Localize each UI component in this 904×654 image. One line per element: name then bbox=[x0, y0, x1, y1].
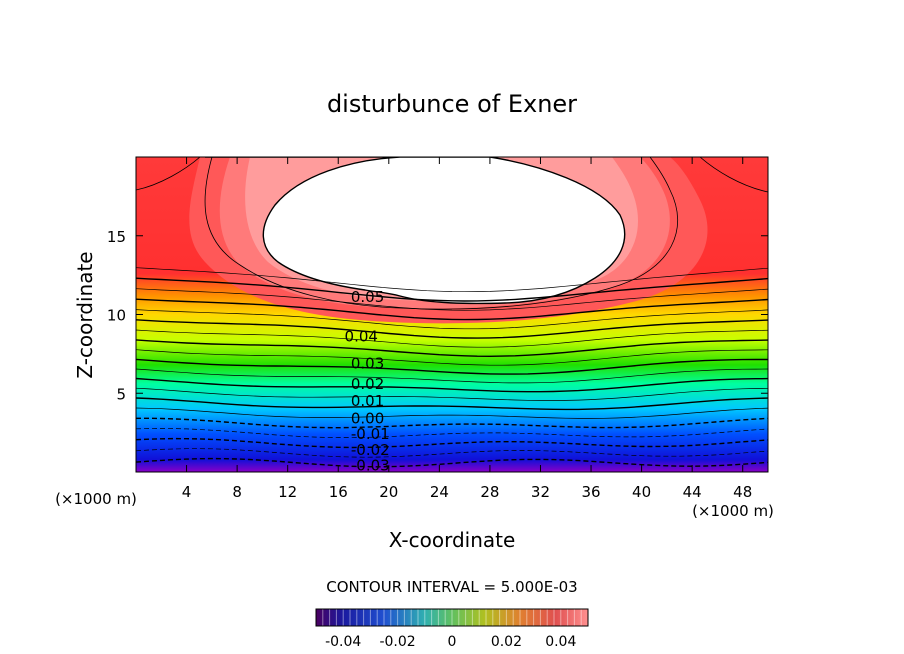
x-tick-label: 4 bbox=[182, 483, 192, 501]
y-axis-label: Z-coordinate bbox=[73, 251, 97, 378]
contour-line bbox=[136, 387, 768, 401]
x-tick-label: 48 bbox=[733, 483, 752, 501]
contour-line bbox=[136, 407, 768, 419]
x-tick-label: 28 bbox=[480, 483, 499, 501]
contour-line bbox=[136, 329, 768, 348]
contour-line bbox=[136, 428, 768, 438]
x-tick-label: 8 bbox=[232, 483, 242, 501]
x-tick-label: 32 bbox=[531, 483, 550, 501]
colorbar-tick-label: -0.04 bbox=[325, 634, 361, 650]
contour-label: -0.01 bbox=[351, 425, 390, 443]
contour-label: 0.01 bbox=[351, 392, 384, 410]
contour-line bbox=[136, 417, 768, 429]
x-tick-label: 16 bbox=[329, 483, 348, 501]
contour-line bbox=[136, 457, 768, 468]
colorbar-frame bbox=[315, 608, 589, 627]
x-axis-ticks: 4 8 12 16 20 24 28 32 36 40 44 48 bbox=[182, 157, 752, 501]
contour-line bbox=[136, 298, 768, 321]
x-tick-label: 12 bbox=[278, 483, 297, 501]
contour-line bbox=[136, 437, 768, 449]
contour-line bbox=[204, 157, 679, 310]
x-tick-label: 36 bbox=[581, 483, 600, 501]
z-axis-unit: (×1000 m) bbox=[55, 490, 137, 508]
x-tick-label: 44 bbox=[683, 483, 702, 501]
contour-line bbox=[136, 368, 768, 384]
contour-line bbox=[136, 277, 768, 302]
contour-interval-text: CONTOUR INTERVAL = 5.000E-03 bbox=[326, 578, 577, 596]
high-region bbox=[205, 157, 625, 304]
x-tick-label: 40 bbox=[632, 483, 651, 501]
contour-label: -0.02 bbox=[351, 441, 390, 459]
contour-label: 0.02 bbox=[351, 375, 384, 393]
x-axis-unit: (×1000 m) bbox=[692, 502, 774, 520]
contour-line bbox=[136, 377, 768, 393]
colorbar-ticks: -0.04 -0.02 0 0.02 0.04 bbox=[325, 634, 576, 650]
colorbar-tick-label: 0 bbox=[448, 634, 457, 650]
contour-lines bbox=[136, 157, 768, 468]
contour-line bbox=[205, 157, 626, 305]
contour-labels: 0.05 0.04 0.03 0.020.010.00-0.01-0.02-0.03 bbox=[345, 288, 390, 475]
y-tick-label: 5 bbox=[116, 385, 126, 403]
plot-area bbox=[136, 157, 768, 472]
contour-line bbox=[136, 358, 768, 375]
colorbar-stripes bbox=[322, 609, 582, 626]
contour-line bbox=[136, 349, 768, 366]
colorbar: -0.04 -0.02 0 0.02 0.04 bbox=[315, 608, 589, 650]
contour-label: 0.03 bbox=[351, 354, 384, 372]
contour-line bbox=[699, 157, 768, 193]
colorbar-tick-label: 0.02 bbox=[491, 634, 522, 650]
contour-line bbox=[136, 319, 768, 339]
y-tick-label: 10 bbox=[107, 307, 126, 325]
contour-line bbox=[136, 397, 768, 411]
contour-label: -0.03 bbox=[351, 457, 390, 475]
contour-line bbox=[136, 448, 768, 458]
colorbar-fill bbox=[316, 609, 588, 626]
contour-label: 0.04 bbox=[345, 328, 378, 346]
contour-line bbox=[136, 309, 768, 330]
y-tick-label: 15 bbox=[107, 228, 126, 246]
colorbar-tick-label: -0.02 bbox=[379, 634, 415, 650]
x-tick-label: 24 bbox=[430, 483, 449, 501]
colorbar-tick-label: 0.04 bbox=[545, 634, 576, 650]
contour-line bbox=[136, 339, 768, 358]
contour-label: 0.00 bbox=[351, 409, 384, 427]
contour-label: 0.05 bbox=[351, 288, 384, 306]
contour-line bbox=[136, 288, 768, 311]
chart-title: disturbunce of Exner bbox=[327, 90, 577, 118]
contour-line bbox=[136, 157, 201, 191]
y-axis-ticks: 5 10 15 bbox=[107, 228, 768, 403]
x-tick-label: 20 bbox=[379, 483, 398, 501]
contour-line bbox=[136, 267, 768, 293]
x-axis-label: X-coordinate bbox=[389, 528, 516, 552]
